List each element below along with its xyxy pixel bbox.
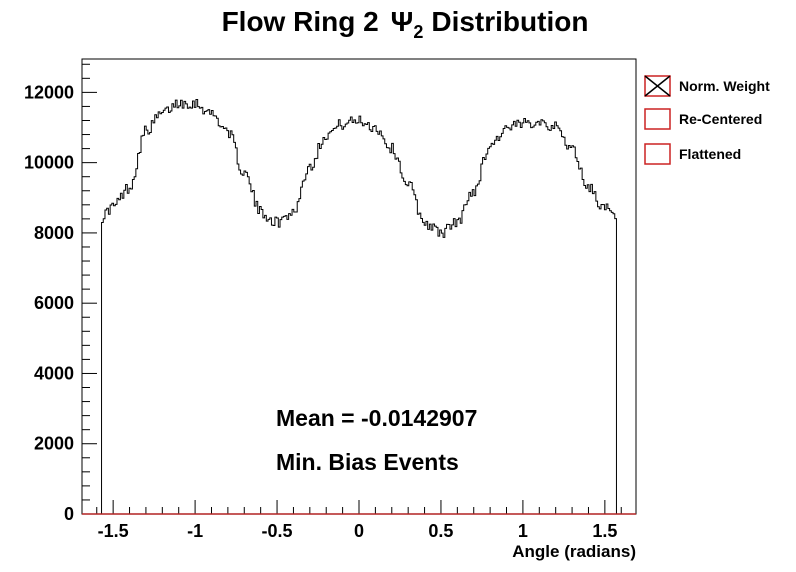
- y-tick-label: 2000: [34, 434, 74, 454]
- x-tick-label: 0.5: [428, 521, 453, 541]
- x-tick-label: 1.5: [592, 521, 617, 541]
- legend-cross-line: [644, 75, 671, 97]
- x-tick-label: -0.5: [262, 521, 293, 541]
- y-axis: 0 2000 4000 6000 8000 10000 12000: [24, 63, 97, 524]
- chart-title: Flow Ring 2 Ψ2 Distribution: [222, 6, 589, 42]
- legend-label-flattened: Flattened: [679, 146, 741, 162]
- x-tick-label: -1: [187, 521, 203, 541]
- y-tick-label: 10000: [24, 153, 74, 173]
- y-tick-label: 6000: [34, 293, 74, 313]
- legend-label-norm-weight: Norm. Weight: [679, 78, 770, 94]
- x-axis: -1.5 -1 -0.5 0 0.5 1 1.5: [96, 500, 622, 541]
- x-tick-label: 1: [518, 521, 528, 541]
- y-tick-label: 8000: [34, 223, 74, 243]
- y-tick-label: 4000: [34, 363, 74, 383]
- x-tick-label: -1.5: [98, 521, 129, 541]
- x-tick-label: 0: [354, 521, 364, 541]
- legend-marker-norm-weight[interactable]: [644, 75, 671, 97]
- legend-marker-re-centered[interactable]: [644, 108, 671, 130]
- mean-annotation: Mean = -0.0142907: [276, 405, 477, 431]
- event-class-annotation: Min. Bias Events: [276, 449, 459, 475]
- chart-title-subscript: 2: [413, 22, 423, 42]
- chart-title-symbol: Ψ: [391, 6, 414, 37]
- y-tick-label: 0: [64, 504, 74, 524]
- legend-label-re-centered: Re-Centered: [679, 111, 762, 127]
- x-axis-label: Angle (radians): [512, 542, 636, 561]
- histogram-line: [101, 99, 617, 514]
- y-tick-label: 12000: [24, 82, 74, 102]
- chart-title-rest: Distribution: [431, 6, 588, 37]
- chart-title-main: Flow Ring 2: [222, 6, 379, 37]
- legend-marker-flattened[interactable]: [644, 143, 671, 165]
- legend: Norm. Weight Re-Centered Flattened: [644, 75, 770, 165]
